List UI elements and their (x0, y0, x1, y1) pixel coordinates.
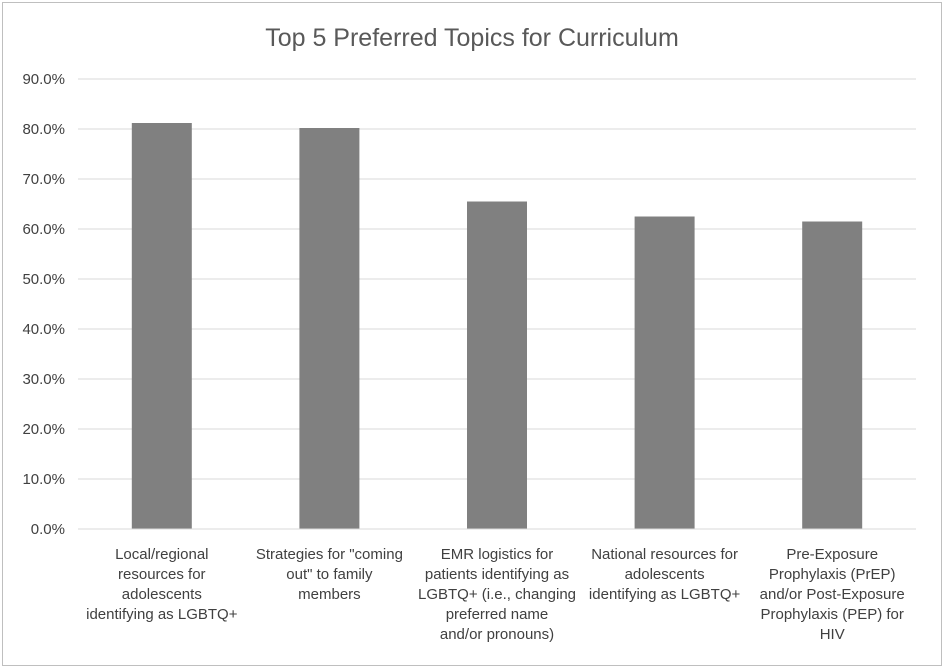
y-tick-label: 60.0% (22, 221, 65, 238)
x-category-label: National resources for adolescents identif… (589, 546, 741, 603)
x-category-label: Local/regional resources for adolescents id… (86, 546, 238, 623)
y-tick-label: 0.0% (31, 521, 65, 538)
y-axis-ticks: 0.0% 10.0% 20.0% 30.0% 40.0% 50.0% 60.0% 70.0% 8… (22, 71, 65, 538)
bars (131, 123, 863, 529)
category-labels: Local/regional resources for adolescents id… (86, 546, 905, 643)
bar (634, 216, 695, 529)
x-category-label: EMR logistics for patients identifying as… (418, 546, 576, 643)
y-tick-label: 50.0% (22, 271, 65, 288)
y-tick-label: 70.0% (22, 171, 65, 188)
y-tick-label: 80.0% (22, 121, 65, 138)
y-tick-label: 20.0% (22, 421, 65, 438)
y-tick-label: 30.0% (22, 371, 65, 388)
x-category-label: Pre-Exposure Prophylaxis (PrEP) and/or Pos… (760, 546, 905, 643)
x-category-label: Strategies for "coming out" to family memb… (256, 546, 403, 603)
bar-chart: Top 5 Preferred Topics for Curriculum 0.… (22, 24, 916, 643)
y-tick-label: 90.0% (22, 71, 65, 88)
bar (467, 201, 527, 529)
chart-title: Top 5 Preferred Topics for Curriculum (265, 24, 679, 52)
y-tick-label: 10.0% (22, 471, 65, 488)
bar (131, 123, 192, 529)
bar (802, 221, 863, 529)
bar (299, 128, 360, 529)
y-tick-label: 40.0% (22, 321, 65, 338)
